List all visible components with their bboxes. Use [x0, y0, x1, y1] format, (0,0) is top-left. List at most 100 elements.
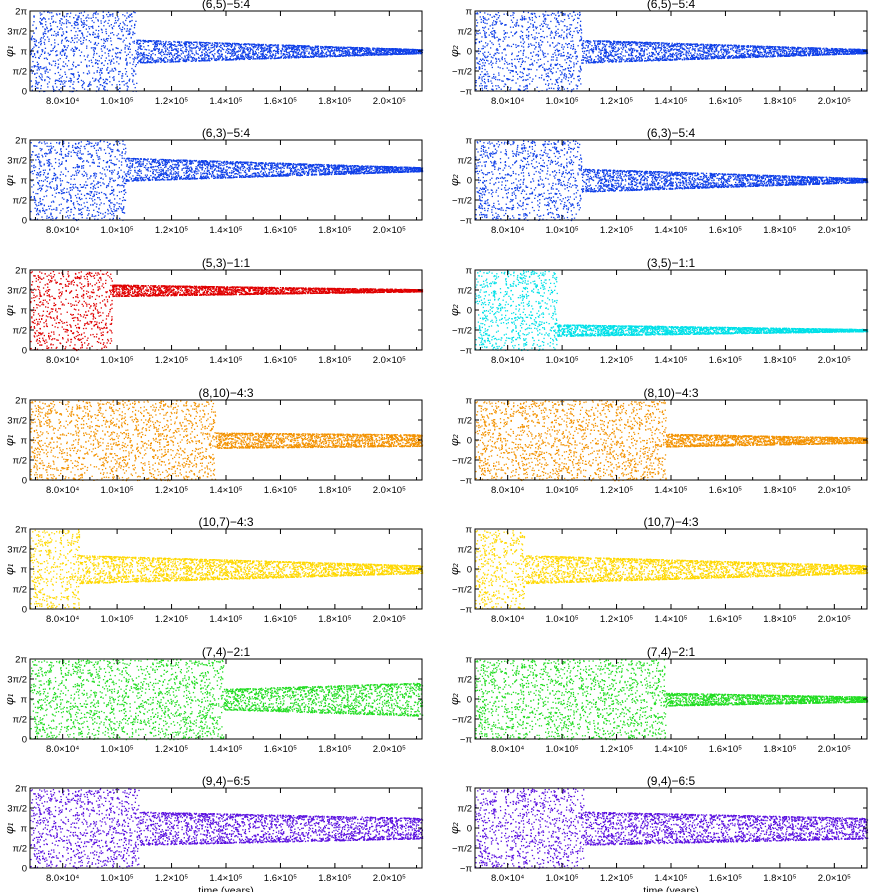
data-point [165, 46, 166, 47]
data-point [70, 78, 71, 79]
data-point [51, 16, 52, 17]
data-point [140, 45, 141, 46]
data-point [160, 41, 161, 42]
data-point [42, 51, 43, 52]
data-point [343, 53, 344, 54]
data-point [55, 22, 56, 23]
data-point [116, 57, 117, 58]
data-point [76, 18, 77, 19]
data-point [157, 43, 158, 44]
data-point [331, 55, 332, 56]
data-point [303, 51, 304, 52]
data-point [309, 52, 310, 53]
data-point [222, 48, 223, 49]
data-point [156, 46, 157, 47]
data-point [49, 12, 50, 13]
data-point [282, 55, 283, 56]
data-point [44, 36, 45, 37]
data-point [163, 60, 164, 61]
data-point [188, 57, 189, 58]
data-point [161, 55, 162, 56]
data-point [32, 36, 33, 37]
data-point [364, 48, 365, 49]
data-point [317, 56, 318, 57]
data-point [133, 84, 134, 85]
data-point [179, 61, 180, 62]
data-point [360, 55, 361, 56]
data-point [148, 61, 149, 62]
data-point [36, 77, 37, 78]
data-point [122, 81, 123, 82]
data-point [350, 49, 351, 50]
data-point [61, 19, 62, 20]
data-point [243, 44, 244, 45]
data-point [204, 45, 205, 46]
data-point [377, 52, 378, 53]
data-point [414, 50, 415, 51]
data-point [141, 53, 142, 54]
data-point [105, 60, 106, 61]
data-point [202, 54, 203, 55]
data-point [158, 61, 159, 62]
data-point [290, 48, 291, 49]
data-point [328, 50, 329, 51]
data-point [125, 47, 126, 48]
data-point [97, 86, 98, 87]
data-point [37, 88, 38, 89]
data-point [331, 46, 332, 47]
data-point [403, 51, 404, 52]
data-point [179, 58, 180, 59]
data-point [125, 73, 126, 74]
data-point [127, 82, 128, 83]
data-point [44, 42, 45, 43]
data-point [164, 57, 165, 58]
data-point [313, 50, 314, 51]
data-point [62, 22, 63, 23]
data-point [366, 52, 367, 53]
data-point [205, 60, 206, 61]
data-point [193, 47, 194, 48]
data-point [250, 59, 251, 60]
data-point [367, 55, 368, 56]
data-point [45, 19, 46, 20]
data-point [395, 48, 396, 49]
data-point [293, 52, 294, 53]
data-point [121, 31, 122, 32]
data-point [89, 72, 90, 73]
data-point [241, 44, 242, 45]
data-point [177, 52, 178, 53]
data-point [193, 60, 194, 61]
data-point [100, 70, 101, 71]
data-point [285, 46, 286, 47]
data-point [78, 82, 79, 83]
data-point [86, 36, 87, 37]
data-point [84, 89, 85, 90]
data-point [306, 51, 307, 52]
data-point [89, 65, 90, 66]
data-point [412, 51, 413, 52]
data-point [32, 48, 33, 49]
data-point [143, 56, 144, 57]
data-point [180, 48, 181, 49]
data-point [264, 50, 265, 51]
data-point [64, 16, 65, 17]
data-point [43, 33, 44, 34]
data-point [106, 68, 107, 69]
data-point [235, 44, 236, 45]
data-point [323, 52, 324, 53]
data-point [145, 62, 146, 63]
data-point [120, 57, 121, 58]
data-point [53, 87, 54, 88]
data-point [143, 60, 144, 61]
data-point [372, 54, 373, 55]
data-point [301, 47, 302, 48]
data-point [234, 46, 235, 47]
data-point [32, 56, 33, 57]
data-point [307, 48, 308, 49]
data-point [126, 71, 127, 72]
data-point [298, 57, 299, 58]
data-point [160, 43, 161, 44]
data-point [127, 12, 128, 13]
data-point [73, 62, 74, 63]
data-point [191, 42, 192, 43]
